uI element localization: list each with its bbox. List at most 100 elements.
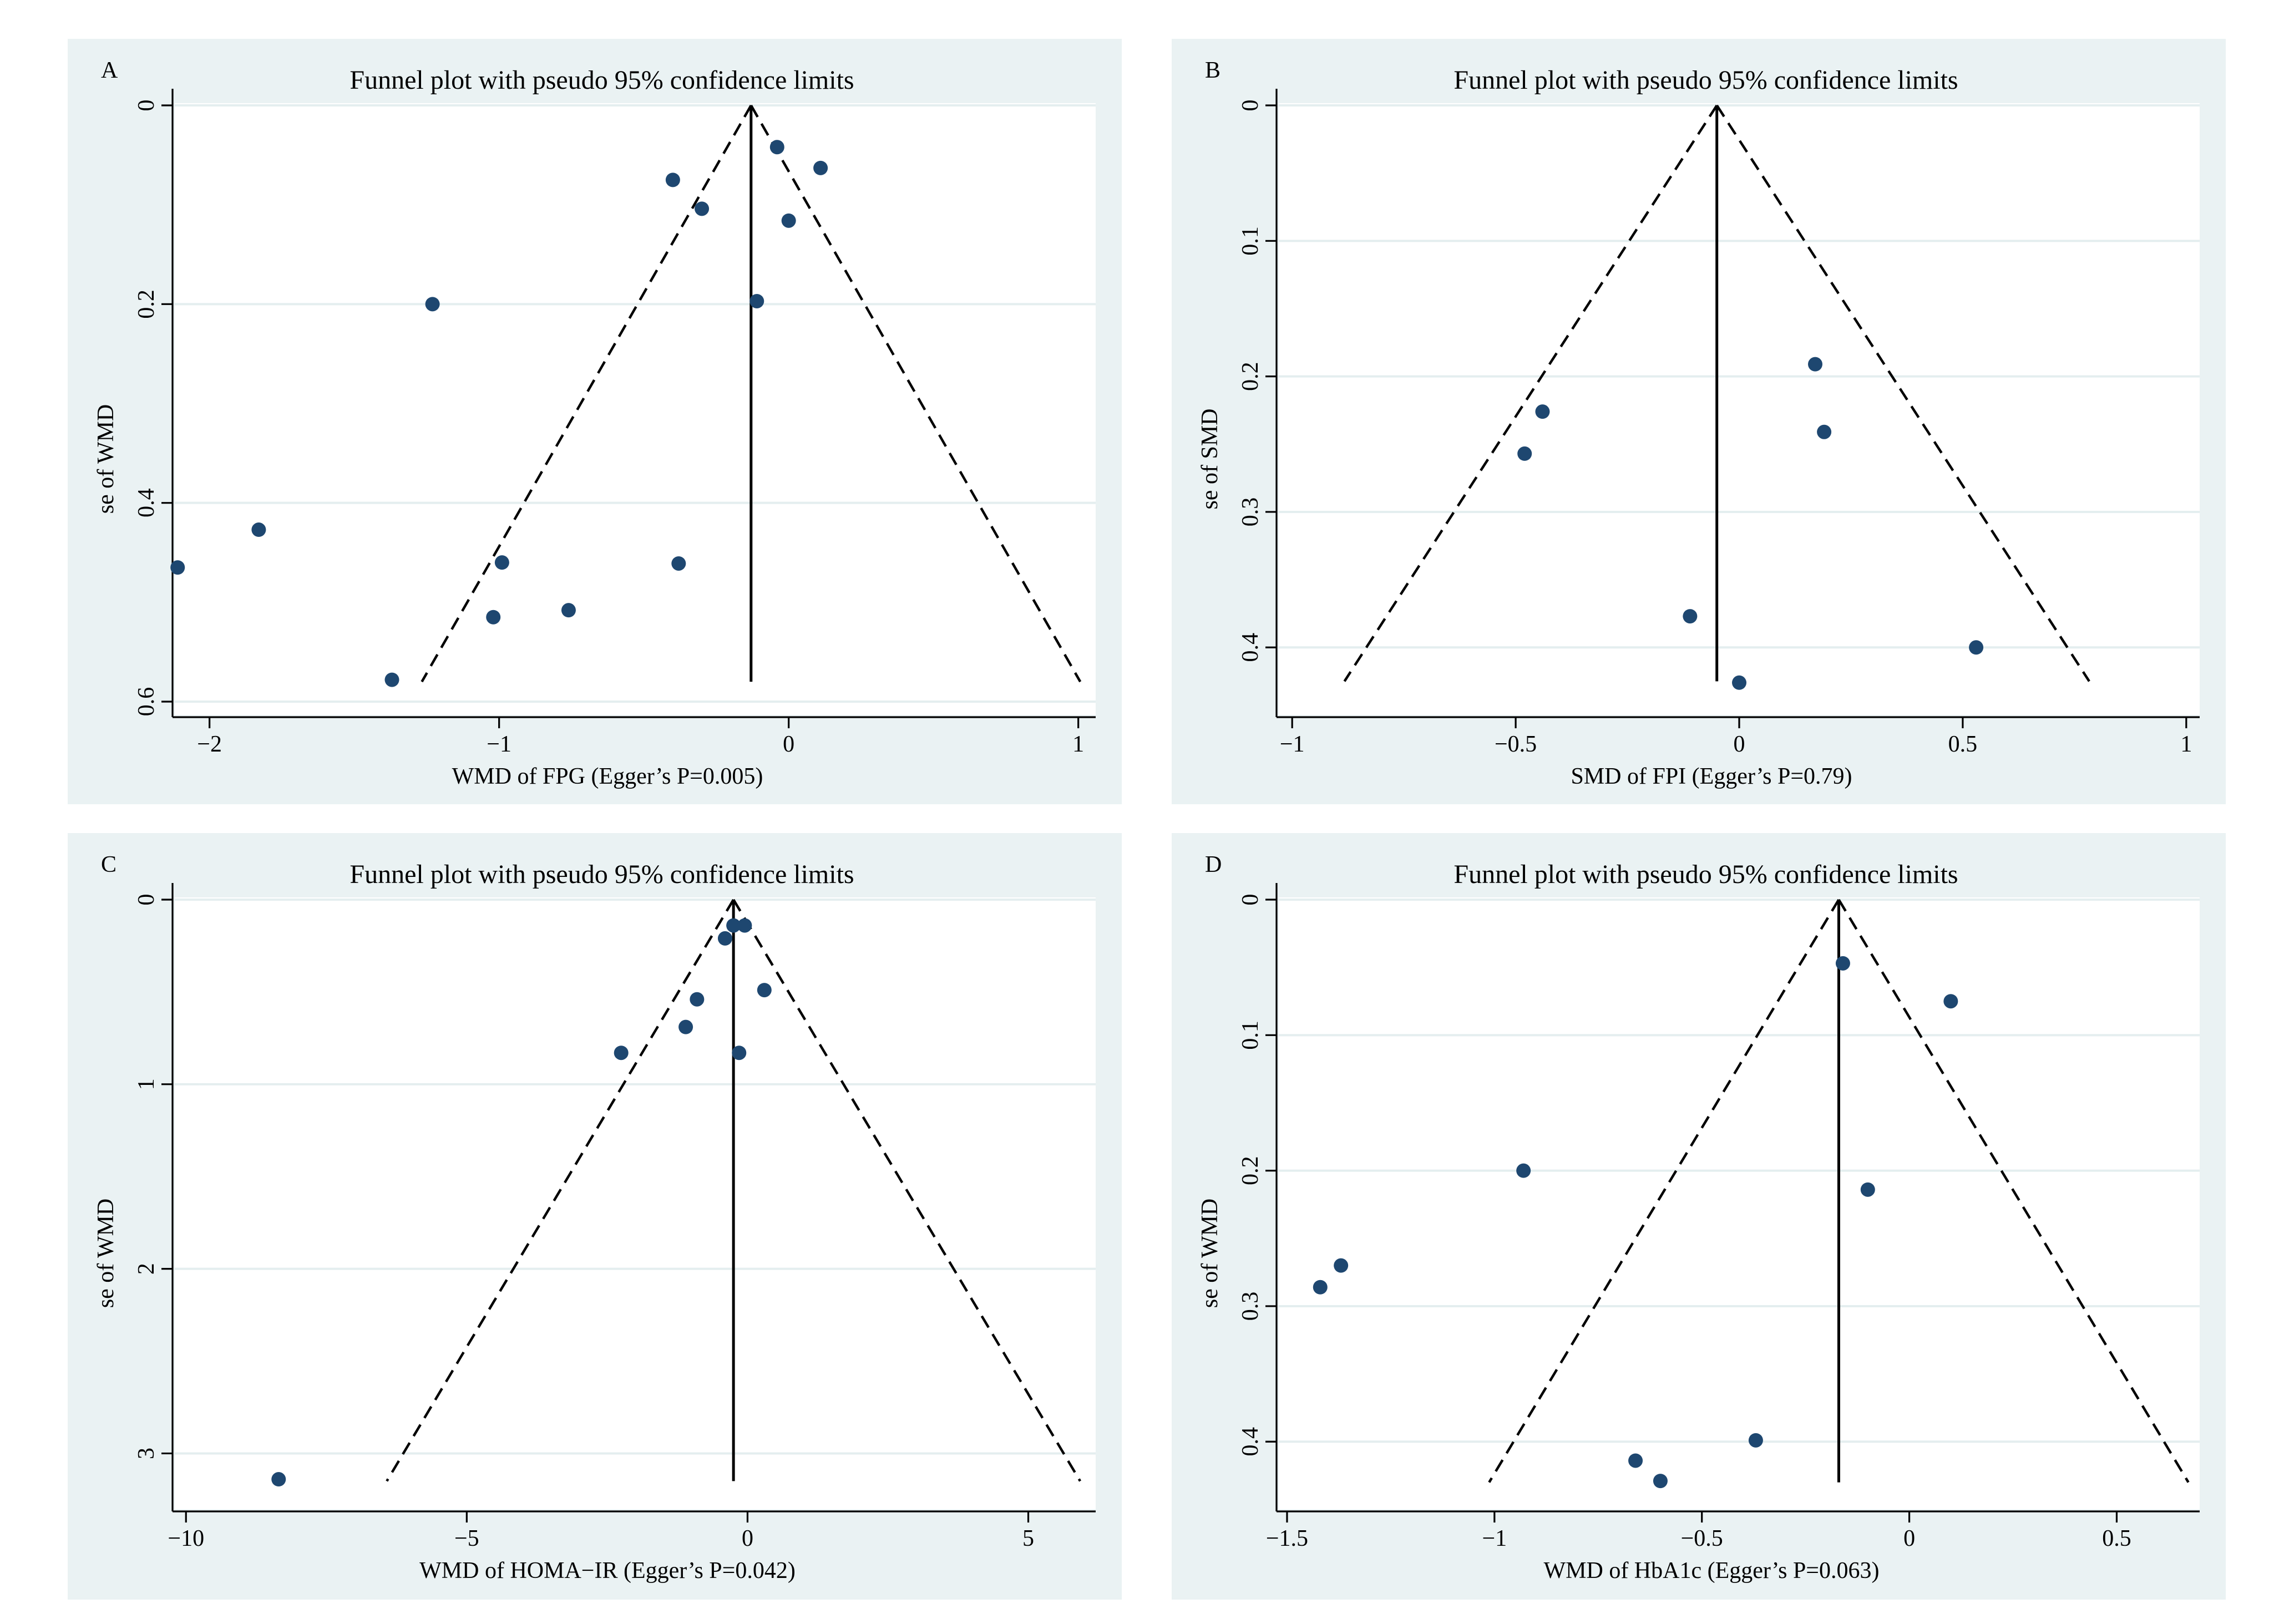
panel-a-point-11 [486,610,501,625]
panel-c-point-0 [726,918,741,933]
panel-d-ci-lower-line [1488,899,1840,1483]
panel-c-title: Funnel plot with pseudo 95% confidence l… [350,860,854,889]
panel-c-point-6 [614,1046,629,1060]
panel-c-point-4 [690,992,705,1007]
panel-a-x-tick-label-1: −1 [487,732,511,757]
panel-a-point-8 [170,560,185,575]
panel-d-x-tick-label-1: −1 [1482,1526,1507,1551]
panel-c-y-tick-label-3: 3 [134,1448,159,1459]
panel-b-ci-upper-line [1715,104,2090,682]
panel-a-x-tick-label-2: 0 [783,732,794,757]
panel-d-ci-upper-line [1837,899,2190,1483]
panel-b-x-tick-label-2: 0 [1734,732,1745,757]
panel-d-plot-area [1279,897,2200,1509]
panel-b-y-tick-label-4: 0.4 [1238,633,1263,662]
panel-b-x-tick-label-1: −0.5 [1495,732,1537,757]
panel-a-y-tick-label-0: 0 [134,100,159,111]
panel-b-y-tick-label-1: 0.1 [1238,226,1263,256]
panel-a-point-3 [695,201,710,216]
panel-b-x-tick-label-0: −1 [1280,732,1305,757]
panel-d-y-tick-label-3: 0.3 [1238,1292,1263,1321]
panel-a-point-2 [665,172,680,187]
panel-a-title: Funnel plot with pseudo 95% confidence l… [350,65,854,95]
panel-a-y-tick-label-3: 0.6 [134,687,159,717]
panel-b-plot-area [1279,103,2200,715]
panel-a-x-tick-label-3: 1 [1072,732,1084,757]
panel-a-point-4 [781,213,796,228]
panel-c-x-tick-label-3: 5 [1022,1526,1034,1551]
panel-b-x-tick-label-4: 1 [2180,732,2192,757]
panel-d-x-tick-label-0: −1.5 [1266,1526,1308,1551]
panel-a-point-6 [749,293,764,308]
panel-a-point-13 [384,672,399,687]
panel-c-point-8 [271,1472,286,1487]
panel-b-point-0 [1807,357,1822,372]
panel-b-title: Funnel plot with pseudo 95% confidence l… [1454,65,1958,95]
panel-c-point-5 [678,1019,693,1034]
panel-d-point-7 [1628,1453,1643,1468]
panel-d-x-tick-label-2: −0.5 [1681,1526,1723,1551]
panel-c-label: C [101,852,117,877]
panel-d-point-1 [1943,994,1958,1009]
panel-b: −1 −0.5 0 0.5 1 0 0.1 0.2 0.3 0.4 Funnel plot with… [1172,39,2226,804]
panel-c-ci-upper-line [732,899,1081,1482]
panel-d-title: Funnel plot with pseudo 95% confidence l… [1454,860,1958,889]
panel-d-point-6 [1748,1433,1763,1448]
panel-c-point-2 [717,931,732,946]
panel-b-x-axis-label: SMD of FPI (Egger’s P=0.79) [1571,764,1852,789]
panel-b-y-tick-label-3: 0.3 [1238,498,1263,527]
panel-d-y-tick-label-1: 0.1 [1238,1021,1263,1050]
panel-a-point-0 [769,140,784,155]
panel-a-point-5 [425,297,440,312]
panel-b-point-3 [1817,424,1832,439]
panel-d-point-5 [1313,1280,1328,1295]
panel-c-x-tick-label-0: −10 [168,1526,204,1551]
panel-a-point-12 [561,603,576,618]
panel-a-ci-lower-line [421,104,752,683]
panel-a-y-tick-label-1: 0.2 [134,290,159,319]
panel-b-y-tick-label-0: 0 [1238,100,1263,111]
panel-b-label: B [1205,58,1220,83]
panel-a-label: A [101,58,118,83]
panel-d: −1.5 −1 −0.5 0 0.5 0 0.1 0.2 0.3 0.4 Funnel plot w… [1172,833,2226,1600]
panel-c-x-tick-label-1: −5 [454,1526,479,1551]
panel-c-plot-area [175,897,1096,1509]
panel-b-point-1 [1535,404,1550,419]
panel-d-point-2 [1516,1163,1531,1178]
panel-a-point-9 [494,555,509,570]
panel-b-point-2 [1517,446,1532,461]
panel-d-x-tick-label-4: 0.5 [2102,1526,2131,1551]
panel-c-point-1 [737,918,752,933]
panel-d-point-8 [1653,1474,1668,1489]
panel-b-y-tick-label-2: 0.2 [1238,362,1263,391]
panel-b-ci-lower-line [1343,104,1718,682]
panel-c-y-tick-label-1: 1 [134,1078,159,1090]
panel-b-x-tick-label-3: 0.5 [1948,732,1978,757]
panel-d-x-tick-label-3: 0 [1903,1526,1915,1551]
panel-a-x-axis-label: WMD of FPG (Egger’s P=0.005) [452,764,763,789]
panel-a-x-tick-label-0: −2 [197,732,222,757]
panel-a-plot-area [175,103,1096,715]
panel-c-point-7 [732,1046,747,1060]
panel-a-y-axis-label: se of WMD [93,404,119,514]
panel-a-point-10 [671,556,686,571]
panel-a: −2 −1 0 1 0 0.2 0.4 0.6 Funnel plot with pseudo … [68,39,1122,804]
panel-d-point-4 [1334,1258,1349,1273]
panel-d-y-tick-label-0: 0 [1238,894,1263,906]
panel-c-y-tick-label-2: 2 [134,1263,159,1275]
panel-a-point-1 [813,160,828,175]
panel-d-x-axis-label: WMD of HbA1c (Egger’s P=0.063) [1544,1558,1880,1584]
panel-b-point-6 [1732,675,1746,690]
panel-d-point-3 [1860,1182,1875,1197]
panel-d-y-tick-label-2: 0.2 [1238,1156,1263,1185]
panel-c-ci-lower-line [386,899,735,1482]
panel-b-y-axis-label: se of SMD [1197,408,1223,509]
panel-c-x-axis-label: WMD of HOMA−IR (Egger’s P=0.042) [419,1558,796,1584]
panel-a-y-tick-label-2: 0.4 [134,488,159,517]
panel-d-point-0 [1835,956,1850,971]
panel-b-point-5 [1969,640,1984,655]
panel-b-point-4 [1683,609,1698,624]
panel-c: −10 −5 0 5 0 1 2 3 Funnel plot with pseudo 95% c… [68,833,1122,1600]
